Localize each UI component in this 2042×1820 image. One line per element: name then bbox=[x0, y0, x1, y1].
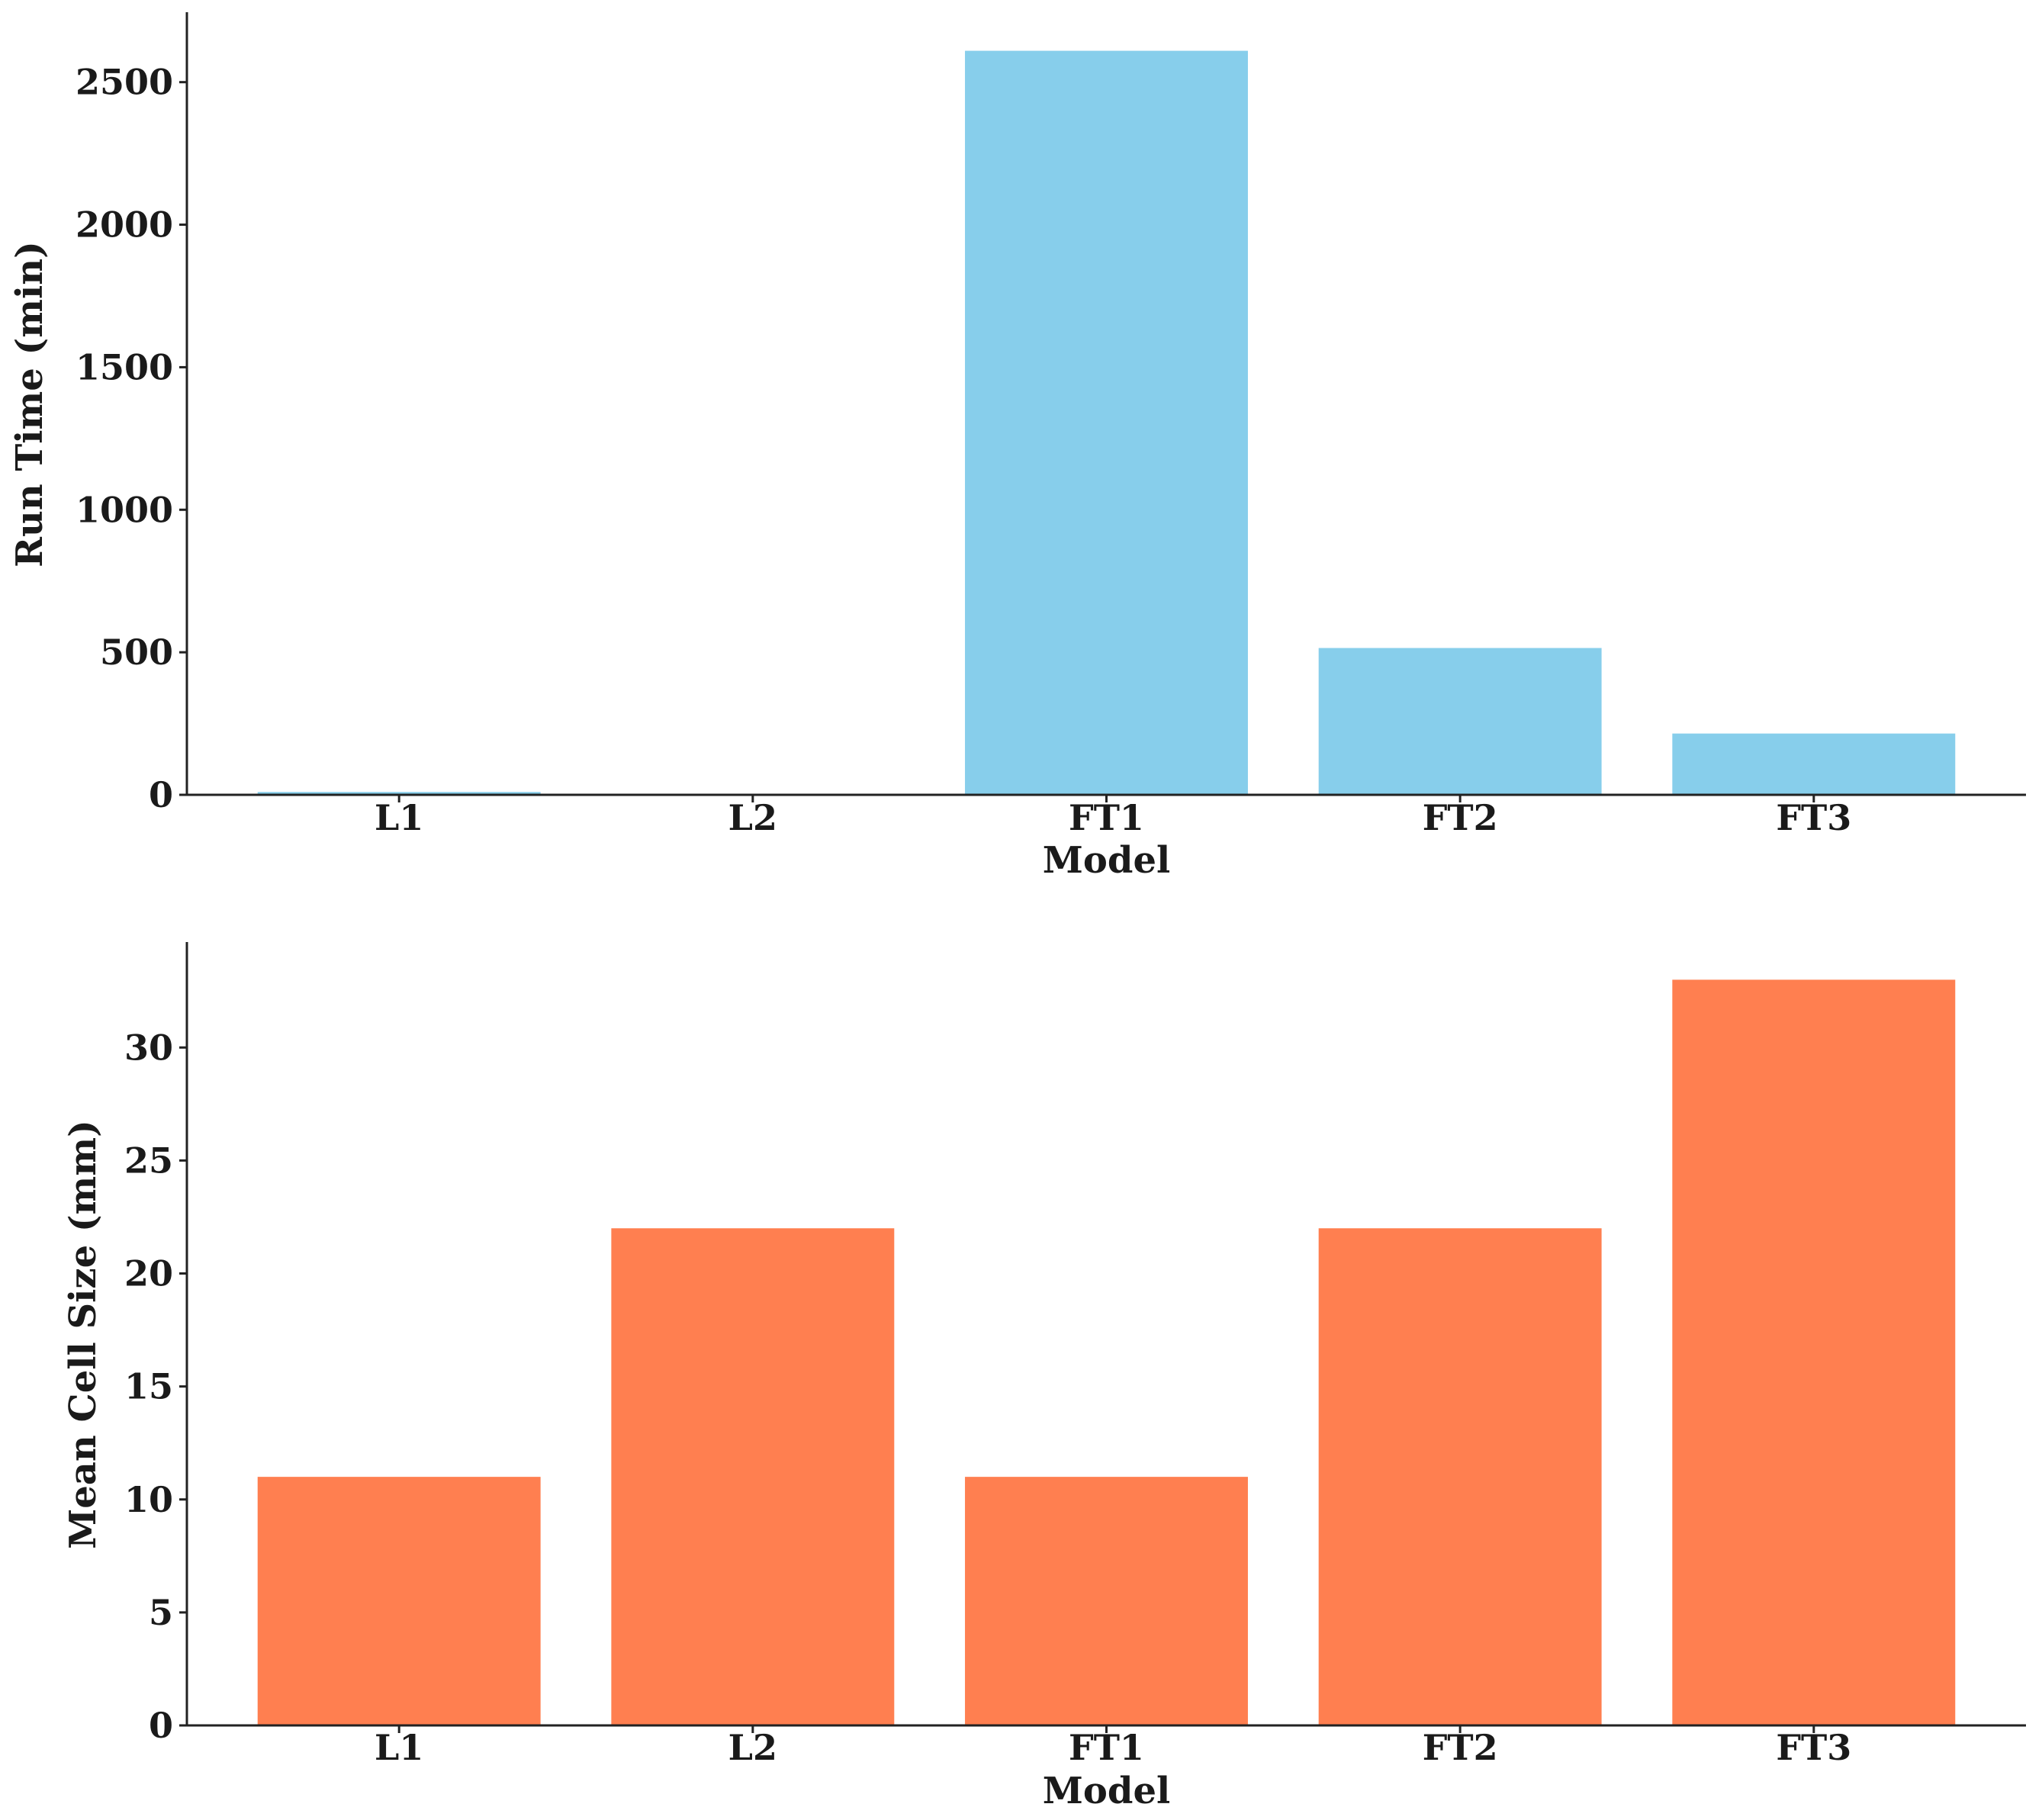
x-tick-label: L2 bbox=[728, 797, 777, 838]
x-tick-label: FT2 bbox=[1423, 797, 1498, 838]
y-tick-label: 1500 bbox=[76, 346, 173, 387]
bar-ft3 bbox=[1672, 979, 1956, 1725]
y-tick-label: 0 bbox=[149, 774, 173, 815]
y-axis-label: Mean Cell Size (mm) bbox=[62, 1120, 105, 1549]
y-tick-label: 5 bbox=[149, 1592, 173, 1633]
x-tick-label: L1 bbox=[375, 1727, 423, 1768]
bar-l1 bbox=[257, 1477, 541, 1725]
bar-l2 bbox=[611, 1228, 895, 1725]
bar-ft2 bbox=[1318, 648, 1602, 795]
x-tick-label: L2 bbox=[728, 1727, 777, 1768]
y-tick-label: 2500 bbox=[76, 62, 173, 103]
y-tick-label: 30 bbox=[124, 1027, 173, 1068]
x-tick-label: L1 bbox=[375, 797, 423, 838]
y-tick-label: 20 bbox=[124, 1253, 173, 1294]
y-tick-label: 10 bbox=[124, 1479, 173, 1520]
y-axis-label: Run Time (min) bbox=[8, 241, 51, 568]
bar-l1 bbox=[257, 792, 541, 795]
x-tick-label: FT1 bbox=[1069, 797, 1144, 838]
y-tick-label: 2000 bbox=[76, 204, 173, 246]
bar-ft1 bbox=[965, 1477, 1248, 1725]
bar-ft1 bbox=[965, 50, 1248, 796]
y-tick-label: 0 bbox=[149, 1705, 173, 1746]
x-tick-label: FT3 bbox=[1776, 1727, 1851, 1768]
mean-cell-size-chart: 0 5 10 15 20 25 30 L1 L2 FT1 FT2 FT3 Model Mean Cell … bbox=[62, 942, 2026, 1812]
y-tick-label: 1000 bbox=[76, 489, 173, 530]
bar-ft2 bbox=[1318, 1228, 1602, 1725]
y-tick-label: 15 bbox=[124, 1366, 173, 1407]
x-tick-label: FT2 bbox=[1423, 1727, 1498, 1768]
x-axis-label: Model bbox=[1043, 1770, 1170, 1812]
x-tick-label: FT3 bbox=[1776, 797, 1851, 838]
x-tick-label: FT1 bbox=[1069, 1727, 1144, 1768]
y-tick-label: 25 bbox=[124, 1140, 173, 1181]
bar-ft3 bbox=[1672, 733, 1956, 795]
x-axis-label: Model bbox=[1043, 839, 1170, 882]
run-time-chart: 0 500 1000 1500 2000 2500 L1 L2 FT1 FT2 FT3 Model Ru… bbox=[8, 12, 2026, 882]
y-tick-label: 500 bbox=[100, 632, 173, 673]
